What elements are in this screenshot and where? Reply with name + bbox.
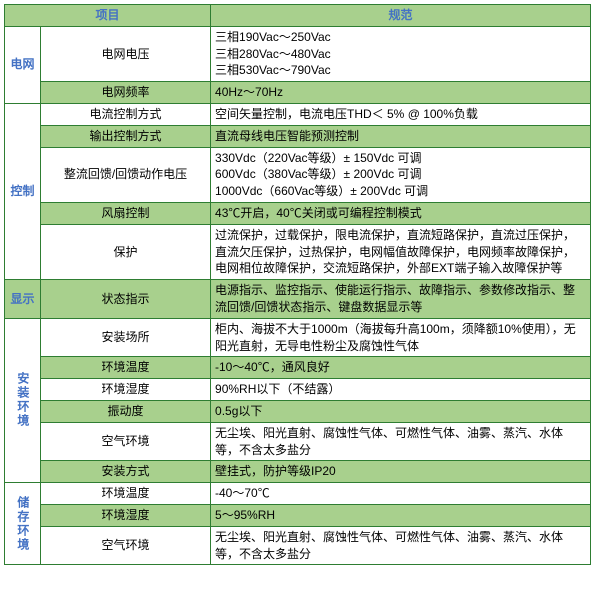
item-cell: 电流控制方式 [41, 103, 211, 125]
table-row: 安装环境 安装场所 柜内、海拔不大于1000m（海拔每升高100m，须降额10%… [5, 318, 591, 357]
table-row: 电网频率 40Hz～70Hz [5, 82, 591, 104]
table-row: 环境温度 -10～40℃，通风良好 [5, 357, 591, 379]
header-item: 项目 [5, 5, 211, 27]
item-cell: 空气环境 [41, 422, 211, 461]
spec-cell: 330Vdc（220Vac等级）± 150Vdc 可调600Vdc（380Vac… [211, 147, 591, 202]
item-cell: 空气环境 [41, 526, 211, 565]
item-cell: 安装场所 [41, 318, 211, 357]
spec-table: 项目 规范 电网 电网电压 三相190Vac～250Vac三相280Vac～48… [4, 4, 591, 565]
table-row: 空气环境 无尘埃、阳光直射、腐蚀性气体、可燃性气体、油雾、蒸汽、水体等，不含太多… [5, 422, 591, 461]
item-cell: 电网频率 [41, 82, 211, 104]
spec-cell: 直流母线电压智能预测控制 [211, 125, 591, 147]
item-cell: 输出控制方式 [41, 125, 211, 147]
category-install-env: 安装环境 [5, 318, 41, 482]
item-cell: 振动度 [41, 400, 211, 422]
spec-cell: 空间矢量控制，电流电压THD＜ 5% @ 100%负载 [211, 103, 591, 125]
table-row: 风扇控制 43℃开启，40℃关闭或可编程控制模式 [5, 202, 591, 224]
spec-cell: 40Hz～70Hz [211, 82, 591, 104]
category-control: 控制 [5, 103, 41, 279]
spec-cell: 过流保护，过载保护，限电流保护，直流短路保护，直流过压保护，直流欠压保护，过热保… [211, 224, 591, 279]
table-row: 环境湿度 90%RH以下（不结露） [5, 379, 591, 401]
spec-cell: 无尘埃、阳光直射、腐蚀性气体、可燃性气体、油雾、蒸汽、水体等，不含太多盐分 [211, 422, 591, 461]
item-cell: 风扇控制 [41, 202, 211, 224]
spec-cell: 壁挂式，防护等级IP20 [211, 461, 591, 483]
table-row: 振动度 0.5g以下 [5, 400, 591, 422]
table-row: 安装方式 壁挂式，防护等级IP20 [5, 461, 591, 483]
table-row: 空气环境 无尘埃、阳光直射、腐蚀性气体、可燃性气体、油雾、蒸汽、水体等，不含太多… [5, 526, 591, 565]
table-row: 电网 电网电压 三相190Vac～250Vac三相280Vac～480Vac三相… [5, 26, 591, 81]
table-row: 输出控制方式 直流母线电压智能预测控制 [5, 125, 591, 147]
spec-cell: 43℃开启，40℃关闭或可编程控制模式 [211, 202, 591, 224]
spec-cell: 5～95%RH [211, 504, 591, 526]
item-cell: 状态指示 [41, 280, 211, 319]
spec-cell: -10～40℃，通风良好 [211, 357, 591, 379]
table-row: 显示 状态指示 电源指示、监控指示、使能运行指示、故障指示、参数修改指示、整流回… [5, 280, 591, 319]
item-cell: 安装方式 [41, 461, 211, 483]
item-cell: 保护 [41, 224, 211, 279]
table-row: 控制 电流控制方式 空间矢量控制，电流电压THD＜ 5% @ 100%负载 [5, 103, 591, 125]
header-spec: 规范 [211, 5, 591, 27]
item-cell: 环境湿度 [41, 504, 211, 526]
table-row: 保护 过流保护，过载保护，限电流保护，直流短路保护，直流过压保护，直流欠压保护，… [5, 224, 591, 279]
item-cell: 电网电压 [41, 26, 211, 81]
spec-cell: 三相190Vac～250Vac三相280Vac～480Vac三相530Vac～7… [211, 26, 591, 81]
spec-cell: 柜内、海拔不大于1000m（海拔每升高100m，须降额10%使用），无阳光直射，… [211, 318, 591, 357]
spec-cell: -40～70℃ [211, 483, 591, 505]
category-storage-env: 储存环境 [5, 483, 41, 565]
spec-cell: 90%RH以下（不结露） [211, 379, 591, 401]
item-cell: 整流回馈/回馈动作电压 [41, 147, 211, 202]
spec-cell: 0.5g以下 [211, 400, 591, 422]
table-row: 环境湿度 5～95%RH [5, 504, 591, 526]
category-grid: 电网 [5, 26, 41, 103]
table-row: 整流回馈/回馈动作电压 330Vdc（220Vac等级）± 150Vdc 可调6… [5, 147, 591, 202]
item-cell: 环境温度 [41, 357, 211, 379]
item-cell: 环境湿度 [41, 379, 211, 401]
spec-cell: 电源指示、监控指示、使能运行指示、故障指示、参数修改指示、整流回馈/回馈状态指示… [211, 280, 591, 319]
item-cell: 环境温度 [41, 483, 211, 505]
category-display: 显示 [5, 280, 41, 319]
table-row: 储存环境 环境温度 -40～70℃ [5, 483, 591, 505]
header-row: 项目 规范 [5, 5, 591, 27]
spec-cell: 无尘埃、阳光直射、腐蚀性气体、可燃性气体、油雾、蒸汽、水体等，不含太多盐分 [211, 526, 591, 565]
